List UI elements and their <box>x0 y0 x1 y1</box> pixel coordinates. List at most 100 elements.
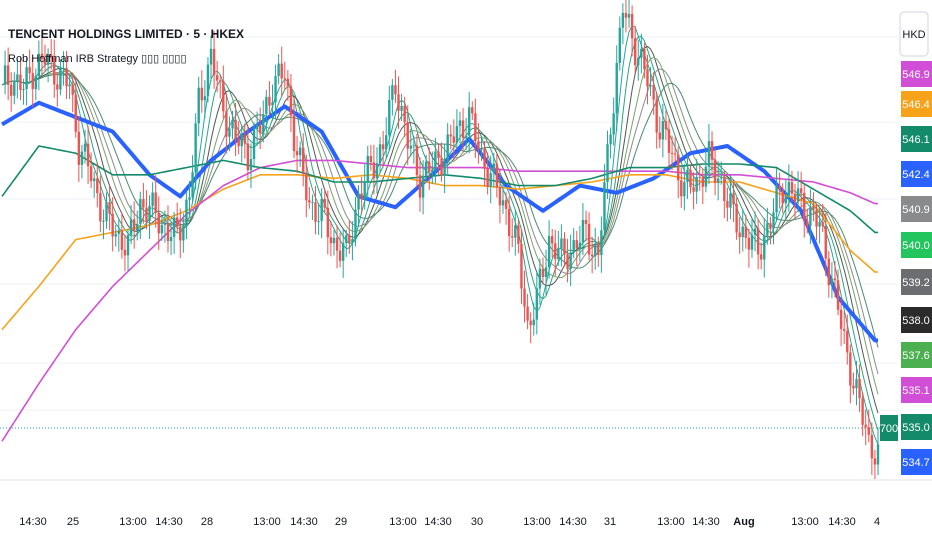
candle-body <box>532 319 535 326</box>
candle-body <box>326 207 330 238</box>
candle-body <box>618 27 622 63</box>
candle-body <box>756 228 760 255</box>
candle-body <box>418 175 422 198</box>
currency-button[interactable]: HKD <box>899 11 929 57</box>
candle-body <box>215 75 219 81</box>
candle-body <box>861 398 864 425</box>
candle-body <box>366 155 369 182</box>
currency-button-frame[interactable] <box>899 11 929 57</box>
candle-body <box>286 78 290 87</box>
candle-body <box>185 199 188 226</box>
candle-body <box>105 202 108 221</box>
candle-body <box>858 378 861 399</box>
candle-body <box>132 219 136 231</box>
candle-body <box>151 192 154 206</box>
candle-body <box>71 84 74 95</box>
price-tag-label: 542.4 <box>902 169 930 181</box>
price-axis[interactable]: 546.9 546.4 546.1 542.4 540.9 540.0 539.2 538.0… <box>880 61 932 475</box>
time-tick-label: 13:00 <box>791 516 819 528</box>
candle-body <box>292 115 296 152</box>
candle-body <box>597 243 600 256</box>
candle-body <box>258 125 262 134</box>
price-tag: 546.1 <box>901 126 932 152</box>
candle-body <box>302 147 305 173</box>
candle-body <box>160 224 164 234</box>
candle-body <box>434 151 437 170</box>
moving-average-line <box>1 145 878 234</box>
candle-body <box>212 48 216 76</box>
candle-body <box>587 223 591 255</box>
candle-body <box>323 199 326 208</box>
last-price-badge-box <box>880 415 898 441</box>
candle-body <box>74 94 77 132</box>
candle-body <box>357 193 360 210</box>
candle-body <box>397 94 400 111</box>
candle-body <box>677 154 680 181</box>
candle-body <box>566 254 569 269</box>
candle-body <box>188 197 191 200</box>
candle-body <box>646 69 649 87</box>
candle-body <box>661 121 665 140</box>
candle-body <box>200 87 203 101</box>
candle-body <box>320 199 323 221</box>
candle-body <box>22 88 25 90</box>
candle-body <box>716 178 720 183</box>
price-tag: 540.9 <box>901 196 932 222</box>
candle-body <box>148 205 151 222</box>
candle-body <box>56 84 59 90</box>
price-tag: 540.0 <box>901 232 932 258</box>
candle-body <box>277 63 280 77</box>
price-tag-box <box>901 161 932 187</box>
candle-body <box>833 278 837 281</box>
candle-body <box>96 178 99 194</box>
candle-body <box>796 188 800 202</box>
candle-body <box>80 151 84 165</box>
currency-label: HKD <box>902 29 925 41</box>
candle-body <box>790 181 794 194</box>
candle-body <box>630 14 634 39</box>
candle-body <box>753 228 757 235</box>
candle-body <box>262 114 265 134</box>
candle-body <box>13 80 16 96</box>
candle-body <box>849 352 852 386</box>
candle-body <box>145 207 148 222</box>
candle-body <box>452 136 456 143</box>
candle-body <box>99 193 102 222</box>
candle-body <box>268 96 271 106</box>
candle-body <box>246 143 250 171</box>
candle-body <box>640 48 643 58</box>
price-tag-label: 546.4 <box>902 99 930 111</box>
candle-body <box>544 267 548 277</box>
time-tick-label: 25 <box>67 516 79 528</box>
candle-body <box>686 169 689 183</box>
time-axis[interactable]: 14:30 25 13:00 14:30 28 13:00 14:30 29 13:00 14:3… <box>0 479 932 528</box>
price-tag-box <box>901 449 932 475</box>
candle-body <box>464 135 468 138</box>
candle-body <box>477 141 480 150</box>
price-tag-box <box>901 196 932 222</box>
candle-body <box>729 193 732 208</box>
candle-body <box>375 163 379 179</box>
candle-body <box>603 182 606 231</box>
price-tag-label: 546.9 <box>902 69 930 81</box>
candle-body <box>117 230 120 234</box>
ribbon-ma-line <box>1 74 879 348</box>
candle-body <box>710 141 714 160</box>
price-tag-label: 540.0 <box>902 240 930 252</box>
candle-body <box>615 62 618 114</box>
last-price-badge: 700 <box>880 415 898 441</box>
study-label: Rob Hoffman IRB Strategy ▯▯▯ ▯▯▯▯ <box>8 53 187 65</box>
candle-body <box>695 176 698 192</box>
moving-averages <box>0 25 879 445</box>
candle-body <box>403 105 406 123</box>
candle-body <box>28 67 31 74</box>
time-tick-label: 31 <box>604 516 616 528</box>
candle-body <box>46 54 50 65</box>
candle-body <box>529 320 532 326</box>
candle-body <box>806 221 809 227</box>
candle-body <box>547 236 551 268</box>
candle-body <box>461 120 465 138</box>
candle-body <box>19 74 22 90</box>
candle-body <box>738 232 741 238</box>
